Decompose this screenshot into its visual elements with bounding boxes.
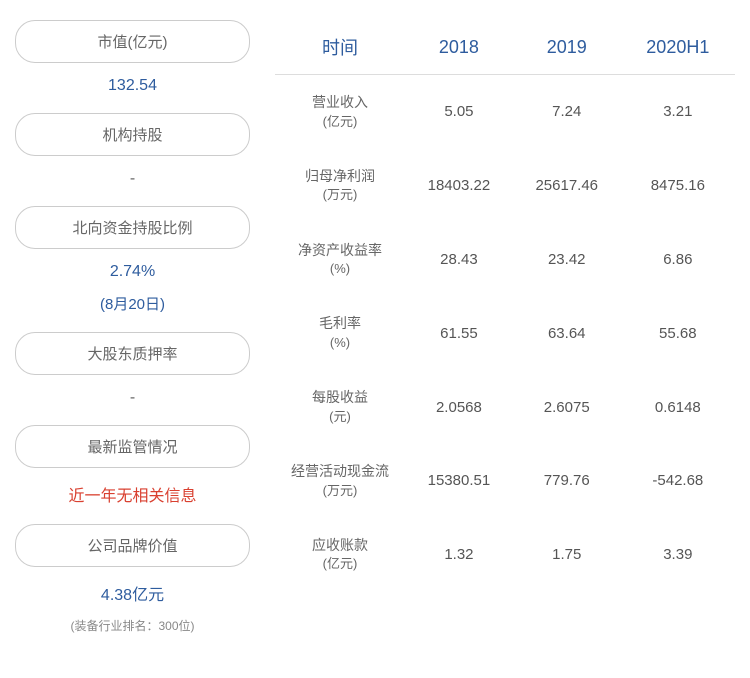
cell-value: 7.24 [513,75,621,149]
metric-label: 每股收益 (元) [275,370,405,444]
cell-value: 61.55 [405,296,513,370]
table-row: 毛利率 (%) 61.55 63.64 55.68 [275,296,735,370]
table-row: 归母净利润 (万元) 18403.22 25617.46 8475.16 [275,149,735,223]
metric-unit: (亿元) [281,113,399,131]
col-2020h1: 2020H1 [621,20,735,75]
cell-value: 18403.22 [405,149,513,223]
northbound-ratio-date: (8月20日) [15,293,250,324]
metric-unit: (%) [281,334,399,352]
metric-name: 经营活动现金流 [281,462,399,482]
cell-value: -542.68 [621,444,735,518]
table-row: 每股收益 (元) 2.0568 2.6075 0.6148 [275,370,735,444]
cell-value: 2.6075 [513,370,621,444]
metric-name: 毛利率 [281,314,399,334]
metric-name: 每股收益 [281,388,399,408]
financial-table-panel: 时间 2018 2019 2020H1 营业收入 (亿元) 5.05 7.24 … [275,20,735,658]
metric-name: 营业收入 [281,93,399,113]
regulatory-status-label: 最新监管情况 [15,425,250,468]
metric-unit: (亿元) [281,555,399,573]
metric-name: 应收账款 [281,536,399,556]
metric-name: 净资产收益率 [281,241,399,261]
cell-value: 25617.46 [513,149,621,223]
table-row: 应收账款 (亿元) 1.32 1.75 3.39 [275,518,735,592]
brand-value-rank: (装备行业排名：300位) [15,617,250,638]
cell-value: 6.86 [621,223,735,297]
cell-value: 28.43 [405,223,513,297]
metric-label: 经营活动现金流 (万元) [275,444,405,518]
institutional-holding-label: 机构持股 [15,113,250,156]
market-cap-label: 市值(亿元) [15,20,250,63]
cell-value: 63.64 [513,296,621,370]
col-2019: 2019 [513,20,621,75]
northbound-ratio-label: 北向资金持股比例 [15,206,250,249]
metric-label: 净资产收益率 (%) [275,223,405,297]
metric-name: 归母净利润 [281,167,399,187]
col-time: 时间 [275,20,405,75]
pledge-rate-value: - [15,383,250,417]
metric-unit: (万元) [281,482,399,500]
metric-label: 归母净利润 (万元) [275,149,405,223]
cell-value: 23.42 [513,223,621,297]
institutional-holding-value: - [15,164,250,198]
cell-value: 15380.51 [405,444,513,518]
metric-unit: (元) [281,408,399,426]
cell-value: 8475.16 [621,149,735,223]
financial-table: 时间 2018 2019 2020H1 营业收入 (亿元) 5.05 7.24 … [275,20,735,591]
market-cap-value: 132.54 [15,71,250,105]
regulatory-status-value: 近一年无相关信息 [15,476,250,516]
pledge-rate-label: 大股东质押率 [15,332,250,375]
metric-unit: (%) [281,260,399,278]
cell-value: 0.6148 [621,370,735,444]
table-row: 经营活动现金流 (万元) 15380.51 779.76 -542.68 [275,444,735,518]
left-metrics-panel: 市值(亿元) 132.54 机构持股 - 北向资金持股比例 2.74% (8月2… [15,20,250,658]
table-row: 营业收入 (亿元) 5.05 7.24 3.21 [275,75,735,149]
metric-label: 营业收入 (亿元) [275,75,405,149]
brand-value-value: 4.38亿元 [15,575,250,615]
metric-unit: (万元) [281,186,399,204]
cell-value: 3.21 [621,75,735,149]
brand-value-label: 公司品牌价值 [15,524,250,567]
cell-value: 1.75 [513,518,621,592]
cell-value: 55.68 [621,296,735,370]
col-2018: 2018 [405,20,513,75]
table-row: 净资产收益率 (%) 28.43 23.42 6.86 [275,223,735,297]
metric-label: 毛利率 (%) [275,296,405,370]
cell-value: 2.0568 [405,370,513,444]
metric-label: 应收账款 (亿元) [275,518,405,592]
cell-value: 5.05 [405,75,513,149]
table-header-row: 时间 2018 2019 2020H1 [275,20,735,75]
northbound-ratio-value: 2.74% [15,257,250,291]
cell-value: 779.76 [513,444,621,518]
cell-value: 3.39 [621,518,735,592]
cell-value: 1.32 [405,518,513,592]
